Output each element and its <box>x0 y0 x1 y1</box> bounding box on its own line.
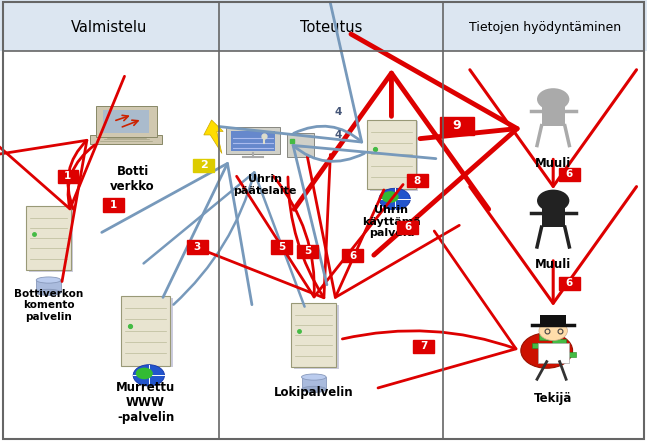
FancyBboxPatch shape <box>121 296 170 366</box>
Ellipse shape <box>36 289 61 295</box>
FancyBboxPatch shape <box>532 343 547 348</box>
FancyBboxPatch shape <box>297 245 318 258</box>
Circle shape <box>379 188 410 209</box>
FancyBboxPatch shape <box>291 303 336 367</box>
Ellipse shape <box>36 277 61 283</box>
Text: 1: 1 <box>109 200 117 210</box>
Text: Lokipalvelin: Lokipalvelin <box>274 386 354 399</box>
Circle shape <box>382 191 399 203</box>
Text: 6: 6 <box>565 169 573 179</box>
FancyBboxPatch shape <box>367 120 416 189</box>
FancyArrowPatch shape <box>190 154 331 298</box>
Text: Murrettu
WWW
-palvelin: Murrettu WWW -palvelin <box>116 381 175 425</box>
Polygon shape <box>204 120 223 153</box>
FancyBboxPatch shape <box>539 334 553 340</box>
FancyArrowPatch shape <box>144 172 305 306</box>
FancyArrowPatch shape <box>237 176 403 297</box>
Text: 1: 1 <box>64 172 72 181</box>
FancyBboxPatch shape <box>90 135 162 144</box>
Text: Muuli: Muuli <box>535 258 571 271</box>
Text: 9: 9 <box>452 119 461 132</box>
Text: 6: 6 <box>565 278 573 288</box>
FancyBboxPatch shape <box>552 339 566 344</box>
Text: Botti
verkko: Botti verkko <box>111 165 155 193</box>
Circle shape <box>133 365 164 386</box>
Text: Uhrin
käyttämä
palvelu: Uhrin käyttämä palvelu <box>362 205 421 238</box>
Ellipse shape <box>302 374 326 380</box>
Text: Tekijä: Tekijä <box>534 392 573 405</box>
FancyBboxPatch shape <box>559 277 580 290</box>
FancyBboxPatch shape <box>287 133 314 157</box>
Text: 8: 8 <box>413 176 421 186</box>
FancyArrowPatch shape <box>293 146 436 285</box>
FancyBboxPatch shape <box>187 240 208 254</box>
Text: 4: 4 <box>334 130 342 139</box>
FancyBboxPatch shape <box>540 315 566 325</box>
Text: 6: 6 <box>404 222 411 232</box>
FancyArrowPatch shape <box>219 2 362 142</box>
FancyBboxPatch shape <box>96 106 157 137</box>
FancyBboxPatch shape <box>369 121 419 191</box>
FancyBboxPatch shape <box>271 240 292 254</box>
FancyArrowPatch shape <box>470 70 637 187</box>
FancyBboxPatch shape <box>103 198 124 212</box>
FancyBboxPatch shape <box>542 104 565 126</box>
FancyBboxPatch shape <box>28 208 73 272</box>
FancyBboxPatch shape <box>559 168 580 181</box>
FancyBboxPatch shape <box>538 343 569 363</box>
FancyBboxPatch shape <box>26 206 71 270</box>
FancyArrowPatch shape <box>342 231 516 388</box>
FancyArrowPatch shape <box>470 187 637 303</box>
Text: Muuli: Muuli <box>535 157 571 169</box>
Text: Tietojen hyödyntäminen: Tietojen hyödyntäminen <box>469 21 621 34</box>
Circle shape <box>537 190 569 212</box>
Text: 3: 3 <box>193 242 201 252</box>
Text: Toteutus: Toteutus <box>300 20 362 35</box>
Text: Bottiverkon
komento
palvelin: Bottiverkon komento palvelin <box>14 289 83 322</box>
FancyArrowPatch shape <box>0 140 87 281</box>
FancyBboxPatch shape <box>397 220 418 234</box>
FancyBboxPatch shape <box>542 205 565 227</box>
Circle shape <box>537 88 569 110</box>
FancyBboxPatch shape <box>440 117 474 135</box>
FancyBboxPatch shape <box>342 249 363 262</box>
FancyBboxPatch shape <box>193 159 214 172</box>
Text: 5: 5 <box>303 247 311 256</box>
FancyBboxPatch shape <box>58 170 78 183</box>
FancyArrowPatch shape <box>351 34 517 255</box>
FancyArrowPatch shape <box>0 76 124 209</box>
FancyBboxPatch shape <box>407 174 428 187</box>
Text: 4: 4 <box>334 108 342 117</box>
FancyBboxPatch shape <box>562 352 576 357</box>
FancyBboxPatch shape <box>124 298 173 367</box>
Bar <box>302 377 326 389</box>
Bar <box>0 0 647 51</box>
FancyBboxPatch shape <box>413 340 434 353</box>
Bar <box>36 280 61 292</box>
Ellipse shape <box>302 386 326 392</box>
Text: 6: 6 <box>349 251 356 261</box>
Text: 2: 2 <box>200 161 208 170</box>
FancyArrowPatch shape <box>307 157 459 297</box>
Circle shape <box>539 321 567 340</box>
Circle shape <box>136 368 153 379</box>
Text: Uhrin
päätelaite: Uhrin päätelaite <box>234 174 297 196</box>
Text: Valmistelu: Valmistelu <box>71 20 148 35</box>
Text: 7: 7 <box>420 341 428 351</box>
Text: 5: 5 <box>278 242 285 252</box>
Circle shape <box>521 333 573 368</box>
FancyArrowPatch shape <box>102 164 252 305</box>
FancyArrowPatch shape <box>294 73 488 209</box>
FancyBboxPatch shape <box>226 127 280 154</box>
FancyBboxPatch shape <box>294 305 339 369</box>
Bar <box>231 131 275 151</box>
Bar <box>103 110 149 133</box>
